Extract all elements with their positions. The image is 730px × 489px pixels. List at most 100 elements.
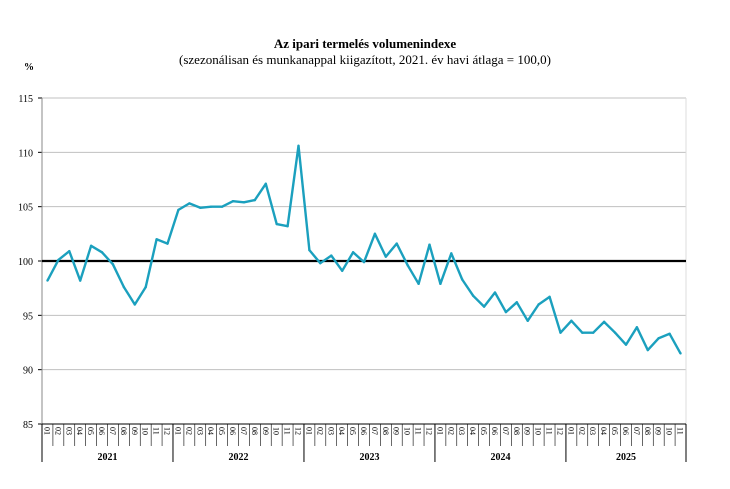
data-point	[111, 263, 115, 266]
data-point	[592, 331, 595, 334]
y-tick-label: 110	[18, 148, 33, 159]
month-tick-label: 01	[435, 427, 444, 435]
month-tick-label: 01	[566, 427, 575, 435]
month-tick-label: 10	[272, 427, 281, 435]
data-point	[504, 310, 508, 314]
data-point	[668, 332, 671, 336]
month-tick-label: 08	[381, 427, 390, 435]
month-tick-label: 06	[621, 427, 630, 435]
month-tick-label: 05	[217, 427, 226, 435]
month-tick-label: 11	[676, 427, 685, 435]
month-tick-label: 11	[152, 427, 161, 435]
year-label: 2021	[97, 452, 117, 463]
data-point	[646, 348, 649, 352]
data-point	[384, 255, 388, 258]
month-tick-label: 07	[108, 427, 117, 435]
chart-subtitle: (szezonálisan és munkanappal kiigazított…	[179, 52, 551, 67]
month-tick-label: 08	[250, 427, 259, 435]
month-tick-label: 09	[130, 427, 139, 435]
month-tick-label: 07	[632, 427, 641, 435]
month-tick-label: 01	[42, 427, 51, 435]
data-point	[428, 243, 431, 246]
month-tick-label: 03	[588, 427, 597, 435]
data-point	[515, 301, 519, 304]
data-point	[482, 305, 486, 308]
data-point	[209, 205, 213, 208]
month-tick-label: 09	[392, 427, 401, 435]
month-tick-label: 06	[228, 427, 237, 435]
data-point	[89, 244, 93, 247]
month-tick-label: 05	[86, 427, 95, 435]
month-tick-label: 10	[534, 427, 543, 435]
y-tick-label: 115	[18, 94, 33, 105]
month-tick-label: 01	[173, 427, 182, 435]
data-point	[297, 144, 300, 148]
data-point	[461, 278, 464, 281]
month-tick-label: 06	[359, 427, 368, 435]
month-tick-label: 08	[643, 427, 652, 435]
y-tick-label: 95	[23, 311, 33, 322]
month-tick-label: 09	[523, 427, 532, 435]
month-tick-label: 11	[545, 427, 554, 435]
data-point	[122, 285, 126, 289]
data-point	[351, 251, 355, 254]
data-point	[68, 250, 71, 253]
month-tick-label: 03	[326, 427, 335, 435]
month-tick-label: 04	[337, 427, 346, 435]
data-point	[417, 282, 420, 286]
y-tick-label: 85	[23, 420, 33, 431]
y-tick-label: 105	[18, 203, 33, 214]
y-tick-label: 100	[18, 257, 33, 268]
month-tick-label: 12	[163, 427, 172, 435]
month-tick-label: 04	[75, 427, 84, 435]
month-tick-label: 02	[315, 427, 324, 435]
data-point	[613, 331, 617, 334]
data-point	[439, 282, 442, 286]
data-point	[537, 303, 540, 306]
data-point	[100, 251, 104, 254]
data-point	[559, 331, 562, 334]
data-point	[373, 232, 377, 236]
data-point	[602, 320, 606, 324]
data-point	[199, 206, 202, 209]
data-point	[406, 264, 409, 267]
month-tick-label: 11	[283, 427, 292, 435]
y-tick-label: 90	[23, 366, 33, 377]
month-tick-label: 06	[97, 427, 106, 435]
year-label: 2025	[616, 452, 636, 463]
month-tick-label: 11	[414, 427, 423, 435]
data-point	[155, 238, 158, 241]
month-tick-label: 01	[304, 427, 313, 435]
data-point	[570, 319, 573, 322]
data-point	[253, 198, 257, 202]
month-tick-label: 08	[119, 427, 128, 435]
data-point	[635, 326, 639, 329]
series-line	[46, 144, 682, 354]
month-tick-label: 02	[577, 427, 586, 435]
data-point	[319, 261, 322, 265]
data-point	[581, 331, 584, 334]
data-point	[526, 319, 529, 322]
y-axis-unit: %	[24, 62, 34, 73]
month-tick-label: 09	[261, 427, 270, 435]
year-label: 2023	[359, 452, 379, 463]
month-tick-label: 03	[64, 427, 73, 435]
data-point	[46, 279, 49, 282]
month-tick-label: 07	[370, 427, 379, 435]
month-tick-label: 04	[599, 427, 608, 435]
data-point	[242, 201, 246, 204]
month-tick-label: 05	[610, 427, 619, 435]
data-point	[166, 242, 169, 245]
data-point	[264, 182, 267, 186]
month-tick-label: 07	[239, 427, 248, 435]
data-point	[231, 200, 235, 203]
data-point	[450, 252, 453, 255]
data-point	[308, 248, 311, 252]
month-tick-label: 04	[206, 427, 215, 435]
data-point	[548, 295, 551, 299]
data-point	[220, 205, 224, 208]
data-point	[340, 269, 344, 272]
data-point	[330, 254, 333, 257]
data-point	[144, 285, 147, 289]
